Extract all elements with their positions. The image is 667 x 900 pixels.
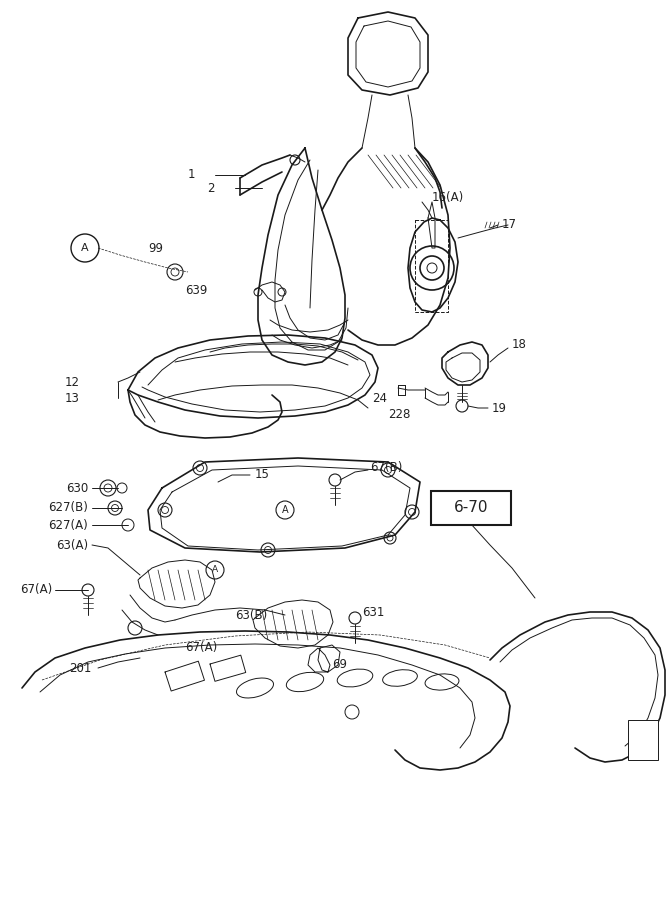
Text: 13: 13 xyxy=(65,392,80,404)
Text: 631: 631 xyxy=(362,606,384,618)
Text: 2: 2 xyxy=(207,182,215,194)
Text: 201: 201 xyxy=(69,662,92,674)
Text: 18: 18 xyxy=(512,338,527,352)
Text: 639: 639 xyxy=(185,284,207,296)
Text: A: A xyxy=(81,243,89,253)
Text: 16(A): 16(A) xyxy=(432,192,464,204)
Text: 630: 630 xyxy=(66,482,88,494)
Text: 24: 24 xyxy=(372,392,387,404)
Text: 228: 228 xyxy=(388,409,410,421)
Text: 63(B): 63(B) xyxy=(235,608,267,622)
Bar xyxy=(628,720,658,760)
Text: 15: 15 xyxy=(255,469,270,482)
Text: A: A xyxy=(212,565,218,574)
Text: 17: 17 xyxy=(502,219,517,231)
Text: 67(A): 67(A) xyxy=(185,642,217,654)
Text: 67(B): 67(B) xyxy=(370,462,402,474)
Text: 67(A): 67(A) xyxy=(20,583,52,597)
FancyBboxPatch shape xyxy=(431,491,511,525)
Text: 1: 1 xyxy=(187,168,195,182)
Text: 69: 69 xyxy=(332,659,347,671)
Text: 19: 19 xyxy=(492,401,507,415)
Text: 627(B): 627(B) xyxy=(48,501,88,515)
Text: 12: 12 xyxy=(65,375,80,389)
Text: 63(A): 63(A) xyxy=(56,538,88,552)
Text: 99: 99 xyxy=(148,241,163,255)
Text: 627(A): 627(A) xyxy=(48,518,88,532)
Text: A: A xyxy=(281,505,288,515)
Text: 6-70: 6-70 xyxy=(454,500,488,516)
